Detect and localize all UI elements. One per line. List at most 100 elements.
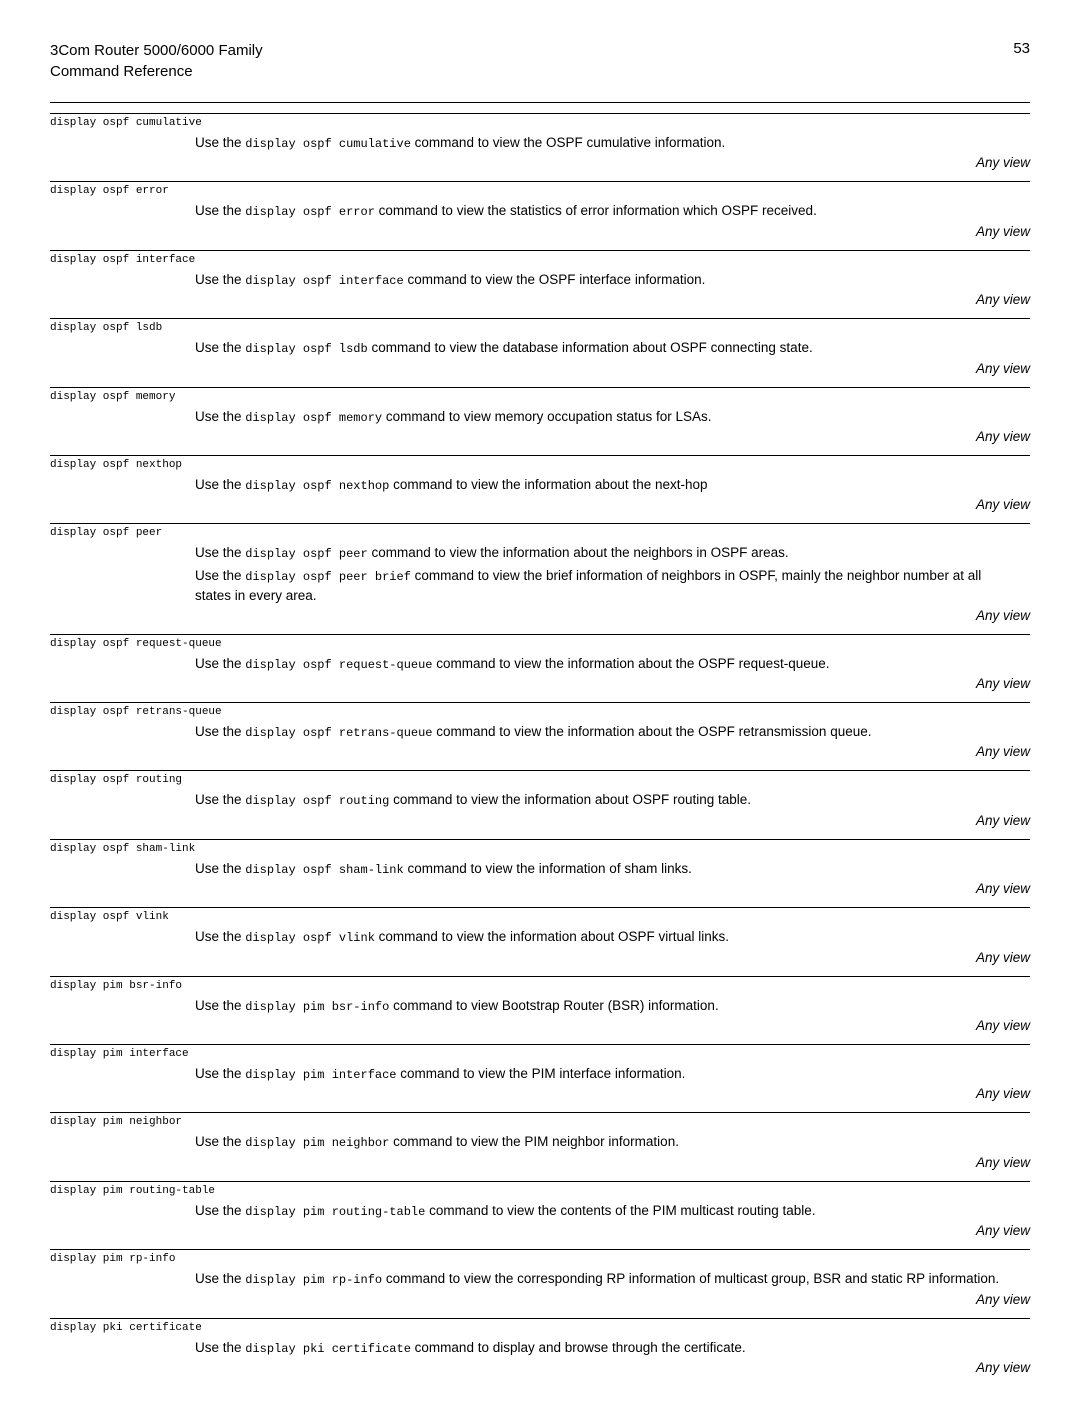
view-label: Any view <box>50 744 1030 759</box>
view-label: Any view <box>50 361 1030 376</box>
command-name: display ospf routing <box>50 774 1030 786</box>
desc-pre: Use the <box>195 1203 245 1218</box>
command-name: display pim routing-table <box>50 1185 1030 1197</box>
description-text: Use the display pim routing-table comman… <box>195 1201 1030 1221</box>
view-label: Any view <box>50 608 1030 623</box>
command-entry: display pim neighborUse the display pim … <box>50 1112 1030 1172</box>
view-label: Any view <box>50 1223 1030 1238</box>
desc-post: command to view the information about th… <box>368 545 789 560</box>
command-name: display ospf request-queue <box>50 638 1030 650</box>
description-row: Use the display ospf retrans-queue comma… <box>50 722 1030 742</box>
description-row: Use the display pim routing-table comman… <box>50 1201 1030 1221</box>
desc-post: command to display and browse through th… <box>411 1340 746 1355</box>
description-row: Use the display pim bsr-info command to … <box>50 996 1030 1016</box>
command-entry: display pki certificateUse the display p… <box>50 1318 1030 1378</box>
description-text: Use the display ospf error command to vi… <box>195 201 1030 221</box>
desc-pre: Use the <box>195 545 245 560</box>
description-text: Use the display ospf peer command to vie… <box>195 543 1030 563</box>
inline-command: display ospf error <box>245 205 375 219</box>
command-name: display pim interface <box>50 1048 1030 1060</box>
desc-pre: Use the <box>195 998 245 1013</box>
view-label: Any view <box>50 1086 1030 1101</box>
description-text: Use the display ospf cumulative command … <box>195 133 1030 153</box>
command-entry: display pim rp-infoUse the display pim r… <box>50 1249 1030 1309</box>
description-row: Use the display pim interface command to… <box>50 1064 1030 1084</box>
command-name: display pim neighbor <box>50 1116 1030 1128</box>
view-label: Any view <box>50 1018 1030 1033</box>
command-entry: display ospf memoryUse the display ospf … <box>50 387 1030 447</box>
description-row: Use the display pim neighbor command to … <box>50 1132 1030 1152</box>
view-label: Any view <box>50 1360 1030 1375</box>
desc-pre: Use the <box>195 272 245 287</box>
description-text: Use the display pim interface command to… <box>195 1064 1030 1084</box>
desc-pre: Use the <box>195 1066 245 1081</box>
command-name: display pim bsr-info <box>50 980 1030 992</box>
description-text: Use the display pim neighbor command to … <box>195 1132 1030 1152</box>
command-name: display ospf peer <box>50 527 1030 539</box>
command-entry: display ospf request-queue Use the displa… <box>50 634 1030 694</box>
inline-command: display ospf routing <box>245 794 389 808</box>
header-title-block: 3Com Router 5000/6000 Family Command Ref… <box>50 40 263 82</box>
inline-command: display ospf peer <box>245 547 367 561</box>
command-name: display ospf interface <box>50 254 1030 266</box>
description-row: Use the display ospf lsdb command to vie… <box>50 338 1030 358</box>
inline-command: display ospf interface <box>245 274 403 288</box>
inline-command: display pim rp-info <box>245 1273 382 1287</box>
desc-pre: Use the <box>195 203 245 218</box>
description-text: Use the display ospf routing command to … <box>195 790 1030 810</box>
description-row: Use the display ospf error command to vi… <box>50 201 1030 221</box>
view-label: Any view <box>50 155 1030 170</box>
description-row: Use the display pki certificate command … <box>50 1338 1030 1358</box>
command-name: display ospf cumulative <box>50 117 1030 129</box>
description-row: Use the display ospf peer brief command … <box>50 566 1030 606</box>
description-row: Use the display ospf cumulative command … <box>50 133 1030 153</box>
command-entry: display ospf lsdbUse the display ospf ls… <box>50 318 1030 378</box>
desc-post: command to view the PIM interface inform… <box>397 1066 686 1081</box>
view-label: Any view <box>50 429 1030 444</box>
desc-pre: Use the <box>195 929 245 944</box>
command-name: display ospf lsdb <box>50 322 1030 334</box>
description-text: Use the display ospf vlink command to vi… <box>195 927 1030 947</box>
command-name: display ospf error <box>50 185 1030 197</box>
description-text: Use the display pim bsr-info command to … <box>195 996 1030 1016</box>
inline-command: display ospf nexthop <box>245 479 389 493</box>
description-text: Use the display ospf interface command t… <box>195 270 1030 290</box>
inline-command: display ospf sham-link <box>245 863 403 877</box>
command-entry: display ospf cumulative Use the display o… <box>50 113 1030 173</box>
command-entry: display ospf sham-linkUse the display os… <box>50 839 1030 899</box>
inline-command: display pim routing-table <box>245 1205 425 1219</box>
view-label: Any view <box>50 224 1030 239</box>
description-text: Use the display ospf lsdb command to vie… <box>195 338 1030 358</box>
inline-command: display ospf memory <box>245 411 382 425</box>
desc-pre: Use the <box>195 656 245 671</box>
description-text: Use the display ospf sham-link command t… <box>195 859 1030 879</box>
description-row: Use the display ospf peer command to vie… <box>50 543 1030 563</box>
inline-command: display pim neighbor <box>245 1136 389 1150</box>
inline-command: display ospf lsdb <box>245 342 367 356</box>
command-entry: display ospf interfaceUse the display os… <box>50 250 1030 310</box>
desc-post: command to view Bootstrap Router (BSR) i… <box>389 998 718 1013</box>
desc-post: command to view the information of sham … <box>404 861 692 876</box>
desc-post: command to view the OSPF interface infor… <box>404 272 706 287</box>
desc-post: command to view the contents of the PIM … <box>425 1203 815 1218</box>
command-entry: display pim bsr-info Use the display pim … <box>50 976 1030 1036</box>
desc-post: command to view the OSPF cumulative info… <box>411 135 725 150</box>
command-name: display ospf sham-link <box>50 843 1030 855</box>
command-name: display ospf nexthop <box>50 459 1030 471</box>
desc-pre: Use the <box>195 1271 245 1286</box>
command-name: display pim rp-info <box>50 1253 1030 1265</box>
view-label: Any view <box>50 497 1030 512</box>
desc-pre: Use the <box>195 724 245 739</box>
description-row: Use the display ospf request-queue comma… <box>50 654 1030 674</box>
desc-pre: Use the <box>195 568 245 583</box>
command-name: display ospf memory <box>50 391 1030 403</box>
header-rule <box>50 102 1030 103</box>
description-text: Use the display pim rp-info command to v… <box>195 1269 1030 1289</box>
description-text: Use the display ospf nexthop command to … <box>195 475 1030 495</box>
desc-post: command to view the information about th… <box>433 656 830 671</box>
desc-post: command to view the information about th… <box>389 477 707 492</box>
desc-post: command to view the PIM neighbor informa… <box>389 1134 679 1149</box>
desc-post: command to view the statistics of error … <box>375 203 817 218</box>
view-label: Any view <box>50 1292 1030 1307</box>
desc-pre: Use the <box>195 1134 245 1149</box>
